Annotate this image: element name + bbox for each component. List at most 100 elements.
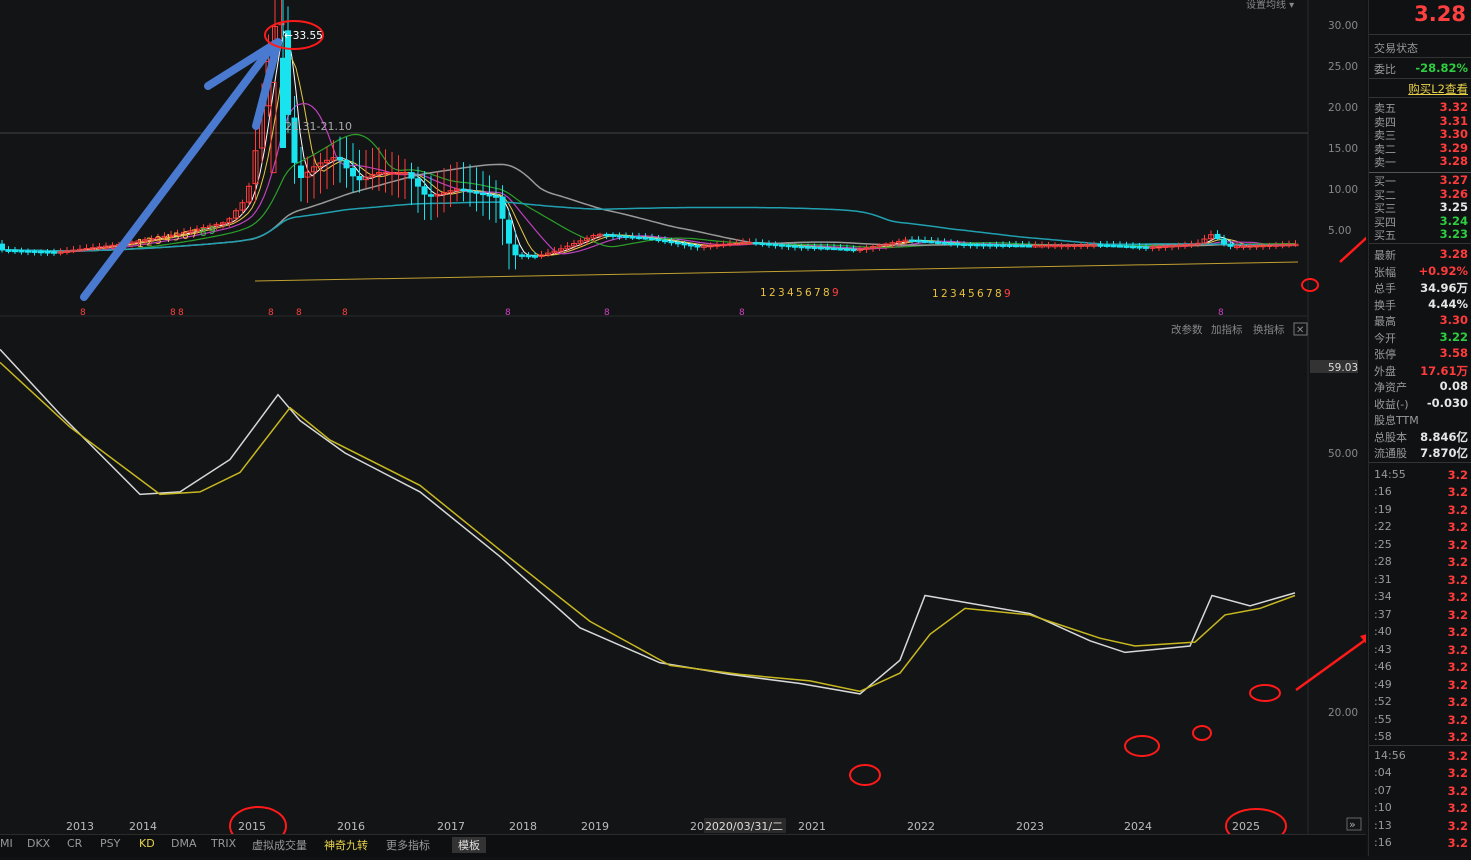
change-params-button[interactable]: 改参数 — [1171, 323, 1203, 336]
candle-body — [935, 241, 941, 244]
buy-marker: 8 — [268, 308, 274, 318]
tick-row-label: :07 — [1374, 783, 1392, 797]
indicator-tab[interactable]: 虚拟成交量 — [252, 839, 307, 852]
indicator-tab[interactable]: CR — [67, 837, 83, 850]
candle-body — [1234, 245, 1240, 249]
indicator-tab[interactable]: DKX — [27, 837, 51, 850]
candle-body — [330, 157, 337, 161]
add-indicator-button[interactable]: 加指标 — [1211, 323, 1243, 336]
nine-turn-digit: 8 — [200, 227, 207, 239]
tick-row: :04 3.2 — [1369, 766, 1471, 780]
stat-row-label: 收益(-) — [1374, 397, 1409, 411]
indicator-tab[interactable]: TRIX — [211, 837, 237, 850]
year-label: 20 — [690, 820, 704, 833]
k-line — [0, 348, 1296, 695]
candle-body — [636, 236, 642, 240]
candle-body — [785, 244, 792, 248]
candle-body — [285, 30, 291, 115]
candle-body — [1026, 244, 1032, 248]
candle-body — [304, 171, 311, 178]
webi-label: 委比 — [1374, 63, 1396, 76]
candle-body — [350, 168, 356, 177]
candle-body — [850, 248, 857, 252]
candle-body — [824, 247, 831, 250]
indicator-tab[interactable]: PSY — [100, 837, 121, 850]
tick-row-label: :22 — [1374, 520, 1392, 533]
tick-row-label: :55 — [1374, 712, 1392, 726]
nine-turn-digit: 1 — [932, 288, 939, 300]
tick-row-label: :28 — [1374, 555, 1392, 568]
stat-row-label: 外盘 — [1374, 364, 1396, 378]
candle-body — [1227, 243, 1234, 247]
ask-row-label: 卖五 — [1374, 102, 1396, 115]
tick-row-label: :04 — [1374, 766, 1392, 779]
tick-time-row-label: 14:56 — [1374, 749, 1406, 762]
tick-row: :40 3.2 — [1369, 625, 1471, 639]
candle-body — [382, 172, 389, 175]
candle-body — [298, 165, 304, 179]
candle-body — [1032, 244, 1039, 248]
ma-settings-label[interactable]: 设置均线 ▾ — [1246, 0, 1294, 11]
candle-body — [844, 248, 850, 251]
candle-body — [389, 172, 395, 175]
nine-turn-digit: 3 — [155, 235, 162, 247]
ask-row-label: 卖一 — [1374, 156, 1396, 169]
candle-body — [1149, 246, 1156, 249]
price-tick-label: 10.00 — [1328, 184, 1358, 196]
candle-body — [811, 246, 818, 250]
tick-row-label: :37 — [1374, 607, 1392, 621]
indicator-tab[interactable]: 神奇九转 — [324, 839, 368, 852]
expand-box[interactable] — [1346, 817, 1362, 831]
close-indicator-box[interactable] — [1293, 322, 1308, 336]
stat-row: 张停 3.58 — [1369, 346, 1471, 361]
expand-icon[interactable]: » — [1349, 818, 1356, 831]
candle-body — [688, 243, 694, 247]
switch-indicator-button[interactable]: 换指标 — [1253, 323, 1285, 336]
nine-turn-digit: 3 — [950, 288, 957, 300]
candle-body — [597, 233, 603, 237]
buy-l2-link[interactable]: 购买L2查看 — [1408, 82, 1468, 96]
indicator-tab[interactable]: 更多指标 — [386, 839, 430, 852]
stat-row: 总股本 8.846亿 — [1369, 429, 1471, 444]
indicator-tab[interactable]: KD — [139, 837, 155, 850]
indicator-tab[interactable]: 模板 — [452, 837, 486, 853]
candle-body — [0, 243, 5, 251]
candle-body — [961, 243, 967, 246]
candle-body — [499, 196, 506, 219]
tick-row-value: 3.2 — [1447, 677, 1468, 692]
candle-body — [805, 246, 811, 249]
stat-row-value: 3.58 — [1439, 346, 1468, 360]
tick-row: :31 3.2 — [1369, 573, 1471, 587]
red-circle-kd-2021 — [849, 764, 881, 786]
nine-turn-sequence: 1 2 3 4 5 6 7 8 91 2 3 4 5 6 7 8 9 1 2 3 4 5 6 7 8 9 — [137, 225, 1011, 300]
candle-body — [467, 189, 473, 193]
stat-row-label: 张停 — [1374, 348, 1396, 361]
candle-body — [818, 246, 824, 250]
candle-body — [577, 240, 584, 244]
candle-body — [486, 193, 493, 197]
blue-arrow-head — [204, 38, 282, 130]
candle-body — [525, 254, 532, 258]
stat-row-value: +0.92% — [1418, 263, 1468, 278]
stat-row-value: 0.08 — [1439, 379, 1468, 393]
indicator-tab[interactable]: DMA — [171, 837, 197, 850]
stat-row: 最新 3.28 — [1369, 247, 1471, 262]
year-label: 2015 — [238, 820, 266, 833]
tick-row: :19 3.2 — [1369, 503, 1471, 517]
indicator-tab[interactable]: MI — [0, 837, 13, 850]
candle-body — [77, 248, 83, 252]
stat-row: 总手 34.96万 — [1369, 280, 1471, 295]
close-indicator-icon[interactable]: ✕ — [1296, 325, 1304, 336]
buy-marker: 8 — [178, 308, 184, 318]
candle-body — [922, 240, 928, 243]
bid-row-label: 买一 — [1374, 175, 1396, 188]
candle-body — [161, 235, 168, 239]
webi-row: 委比 -28.82% — [1369, 61, 1471, 76]
tick-row-label: :58 — [1374, 730, 1392, 743]
candle-body — [324, 159, 330, 164]
l2-row[interactable]: 购买L2查看 — [1369, 81, 1471, 96]
nine-turn-digit: 5 — [968, 288, 975, 300]
tick-row: :07 3.2 — [1369, 784, 1471, 798]
